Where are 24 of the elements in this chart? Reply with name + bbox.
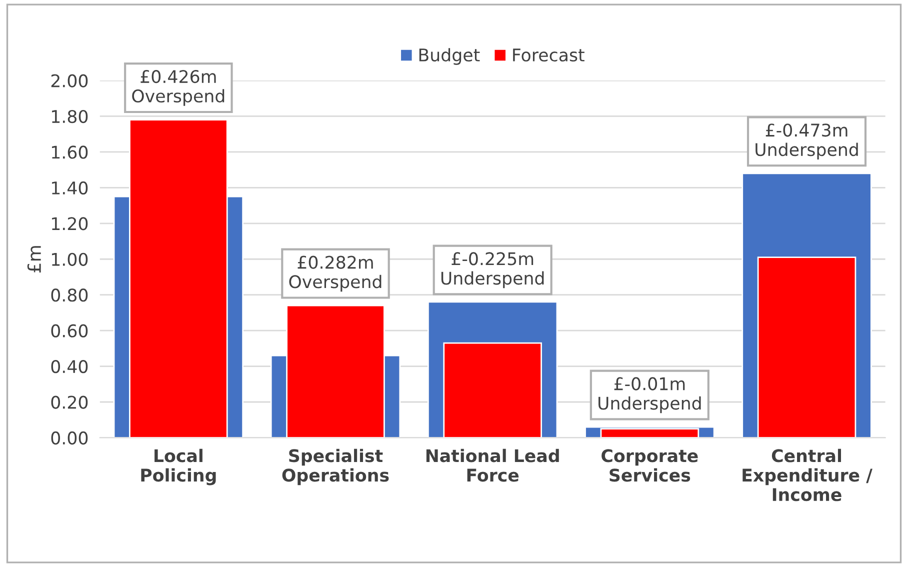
y-tick-label: 1.60 — [52, 146, 88, 159]
annotation: £0.426m Overspend — [132, 70, 224, 106]
annotation: £0.282m Overspend — [289, 256, 382, 292]
legend-label: Budget — [419, 48, 480, 65]
y-tick-label: 0.00 — [51, 431, 88, 445]
annotation: £-0.473m Underspend — [756, 124, 858, 160]
y-tick-label: 1.00 — [52, 252, 88, 266]
y-tick-label: 0.20 — [51, 396, 88, 409]
y-tick-label: 2.00 — [51, 74, 88, 88]
annotation: £-0.225m Underspend — [441, 252, 544, 288]
y-tick-label: 1.80 — [52, 110, 88, 124]
annotation: £-0.01m Underspend — [598, 377, 701, 414]
y-tick-label: 0.60 — [51, 324, 88, 338]
y-tick-label: 0.40 — [51, 360, 88, 374]
x-tick-label: Central Expenditure / Income — [742, 448, 872, 502]
y-tick-label: 1.20 — [52, 217, 88, 230]
x-tick-label: Corporate Services — [602, 449, 698, 482]
x-tick-label: National Lead Force — [426, 448, 559, 482]
y-tick-label: 0.80 — [51, 288, 88, 302]
y-tick-label: 1.40 — [52, 181, 88, 195]
legend-label: Forecast — [513, 48, 584, 62]
x-tick-label: Specialist Operations — [282, 448, 389, 486]
x-tick-label: Local Policing — [141, 448, 216, 486]
y-axis-title: £m — [27, 246, 41, 273]
